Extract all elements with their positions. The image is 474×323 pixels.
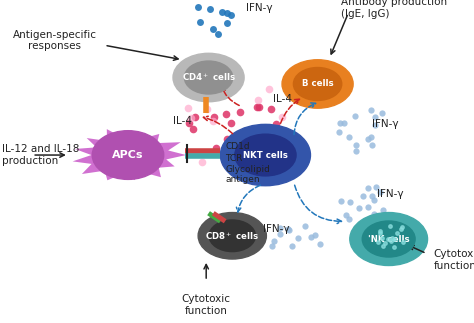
Circle shape [198,213,266,259]
Circle shape [184,61,233,94]
Text: IFN-γ: IFN-γ [263,224,290,234]
Circle shape [282,60,353,108]
Text: IL-4: IL-4 [173,116,192,126]
Text: Antigen-specific
responses: Antigen-specific responses [12,30,97,51]
Circle shape [92,131,164,179]
Text: Glycolipid
antigen: Glycolipid antigen [225,165,270,184]
Polygon shape [73,129,186,180]
Circle shape [220,124,310,186]
Text: IL-4: IL-4 [273,94,292,103]
Text: CD4$^+$ cells: CD4$^+$ cells [182,72,236,83]
Text: CD8$^+$ cells: CD8$^+$ cells [205,230,259,242]
Text: APCs: APCs [112,150,144,160]
Text: Cytotoxic
function: Cytotoxic function [434,249,474,271]
Circle shape [235,134,296,176]
Text: IL-12 and IL-18
production: IL-12 and IL-18 production [2,144,80,166]
Text: IFN-γ: IFN-γ [377,189,403,199]
Circle shape [209,220,255,252]
Text: TCR: TCR [225,154,243,163]
Text: IFN-γ: IFN-γ [246,3,273,13]
Circle shape [350,213,428,266]
Text: B cells: B cells [302,79,333,89]
Text: CD1d: CD1d [225,142,250,151]
Circle shape [293,68,342,100]
Text: Cytotoxic
function: Cytotoxic function [182,295,231,316]
Text: 'NK cells: 'NK cells [368,234,410,244]
Text: IFN-γ: IFN-γ [372,120,399,129]
Circle shape [362,221,415,257]
Text: NKT cells: NKT cells [243,151,288,160]
Text: Antibody production
(IgE, IgG): Antibody production (IgE, IgG) [341,0,447,19]
Circle shape [173,53,244,102]
